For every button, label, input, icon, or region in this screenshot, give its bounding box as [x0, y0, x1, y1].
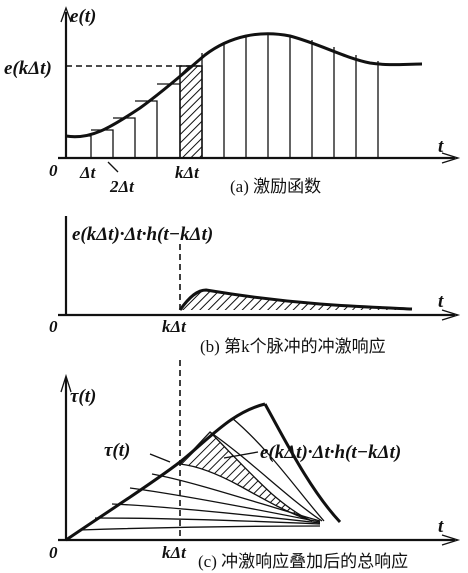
panel-b-y-label: e(kΔt)·Δt·h(t−kΔt): [72, 224, 213, 245]
panel-c-total-response: [58, 360, 461, 546]
panel-b-tick-k: kΔt: [162, 317, 187, 336]
panel-a-y-arrow: [60, 6, 72, 23]
panel-b-impulse-response: [58, 216, 461, 321]
panel-c-origin: 0: [49, 543, 58, 562]
panel-b-response-curve: [178, 288, 413, 311]
panel-a-tick-1: Δt: [79, 163, 97, 182]
panel-c-term-label: e(kΔt)·Δt·h(t−kΔt): [260, 442, 401, 463]
panel-c-x-label: t: [438, 516, 444, 537]
panel-c-tick-k: kΔt: [162, 543, 187, 562]
panel-c-curve-label: τ(t): [104, 440, 130, 461]
panel-a-vertical-strips: [201, 34, 379, 158]
panel-a-tick-k: kΔt: [175, 163, 200, 182]
panel-c-response-tails: [79, 417, 325, 531]
panel-a-excitation-curve: [65, 32, 423, 139]
panel-c-term-pointer: [223, 451, 259, 459]
panel-a-y-label: e(t): [70, 6, 96, 27]
panel-a-caption: (a) 激励函数: [230, 177, 321, 196]
panel-c-caption: (c) 冲激响应叠加后的总响应: [198, 552, 408, 571]
panel-a-staircase: [66, 83, 181, 158]
panel-b-x-arrow: [441, 309, 461, 321]
panel-a-origin: 0: [49, 161, 58, 180]
panel-a-x-label: t: [438, 136, 444, 157]
panel-c-curve-pointer: [149, 453, 171, 463]
panel-a-x-arrow: [441, 152, 461, 164]
panel-a-tick-2: 2Δt: [109, 177, 135, 196]
panel-b-caption: (b) 第k个脉冲的冲激响应: [200, 337, 386, 356]
panel-c-y-arrow: [60, 373, 72, 393]
panel-a-tick-2-pointer: [107, 161, 119, 173]
panel-b-origin: 0: [49, 317, 58, 336]
panel-c-x-arrow: [441, 534, 461, 546]
panel-a-hatched-pulse: [179, 65, 203, 159]
panel-a-level-label: e(kΔt): [4, 58, 52, 79]
panel-a-excitation: [58, 6, 461, 173]
panel-c-total-curve: [65, 402, 266, 542]
panel-b-x-label: t: [438, 291, 444, 312]
panel-c-outer-tail: [263, 403, 342, 524]
panel-c-y-label: τ(t): [70, 386, 96, 407]
